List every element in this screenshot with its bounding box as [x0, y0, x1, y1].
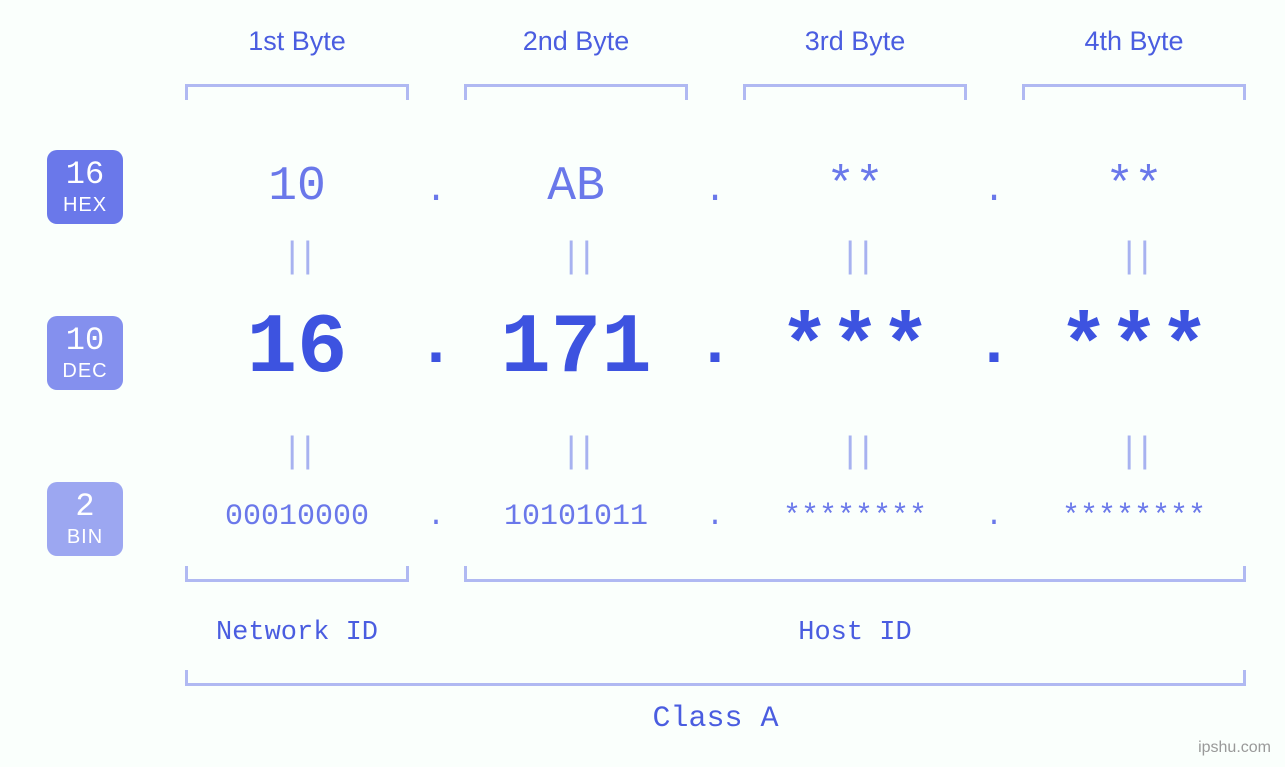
hex-dot-2: .: [700, 170, 730, 211]
dec-val-1: 16: [177, 302, 417, 397]
top-bracket-4: [1022, 84, 1246, 100]
dec-dot-2: .: [685, 310, 745, 382]
bin-dot-2: .: [700, 500, 730, 534]
class-label: Class A: [185, 702, 1246, 736]
top-bracket-2: [464, 84, 688, 100]
network-id-label: Network ID: [185, 618, 409, 648]
badge-dec-num: 10: [66, 323, 104, 360]
bin-val-3: ********: [735, 500, 975, 534]
badge-hex: 16 HEX: [47, 150, 123, 224]
bin-val-1: 00010000: [177, 500, 417, 534]
eq-1-3: ||: [835, 237, 875, 278]
badge-bin-txt: BIN: [67, 526, 103, 549]
eq-1-1: ||: [277, 237, 317, 278]
byte-header-2: 2nd Byte: [516, 26, 636, 57]
dec-val-3: ***: [735, 302, 975, 397]
top-bracket-1: [185, 84, 409, 100]
hex-val-3: **: [735, 160, 975, 214]
byte-header-3: 3rd Byte: [795, 26, 915, 57]
dec-dot-3: .: [964, 310, 1024, 382]
badge-dec-txt: DEC: [62, 360, 107, 383]
hex-val-2: AB: [456, 160, 696, 214]
watermark: ipshu.com: [1198, 739, 1271, 757]
eq-2-3: ||: [835, 432, 875, 473]
badge-dec: 10 DEC: [47, 316, 123, 390]
top-bracket-3: [743, 84, 967, 100]
eq-2-2: ||: [556, 432, 596, 473]
bin-dot-3: .: [979, 500, 1009, 534]
byte-header-1: 1st Byte: [237, 26, 357, 57]
bin-val-4: ********: [1014, 500, 1254, 534]
eq-2-1: ||: [277, 432, 317, 473]
badge-hex-txt: HEX: [63, 194, 107, 217]
dec-dot-1: .: [406, 310, 466, 382]
hex-val-1: 10: [177, 160, 417, 214]
hex-dot-3: .: [979, 170, 1009, 211]
network-id-bracket: [185, 566, 409, 582]
eq-1-2: ||: [556, 237, 596, 278]
host-id-label: Host ID: [464, 618, 1246, 648]
badge-hex-num: 16: [66, 157, 104, 194]
bin-val-2: 10101011: [456, 500, 696, 534]
badge-bin: 2 BIN: [47, 482, 123, 556]
hex-val-4: **: [1014, 160, 1254, 214]
dec-val-4: ***: [1014, 302, 1254, 397]
eq-1-4: ||: [1114, 237, 1154, 278]
class-bracket: [185, 670, 1246, 686]
dec-val-2: 171: [456, 302, 696, 397]
bin-dot-1: .: [421, 500, 451, 534]
eq-2-4: ||: [1114, 432, 1154, 473]
hex-dot-1: .: [421, 170, 451, 211]
badge-bin-num: 2: [75, 489, 94, 526]
host-id-bracket: [464, 566, 1246, 582]
byte-header-4: 4th Byte: [1074, 26, 1194, 57]
